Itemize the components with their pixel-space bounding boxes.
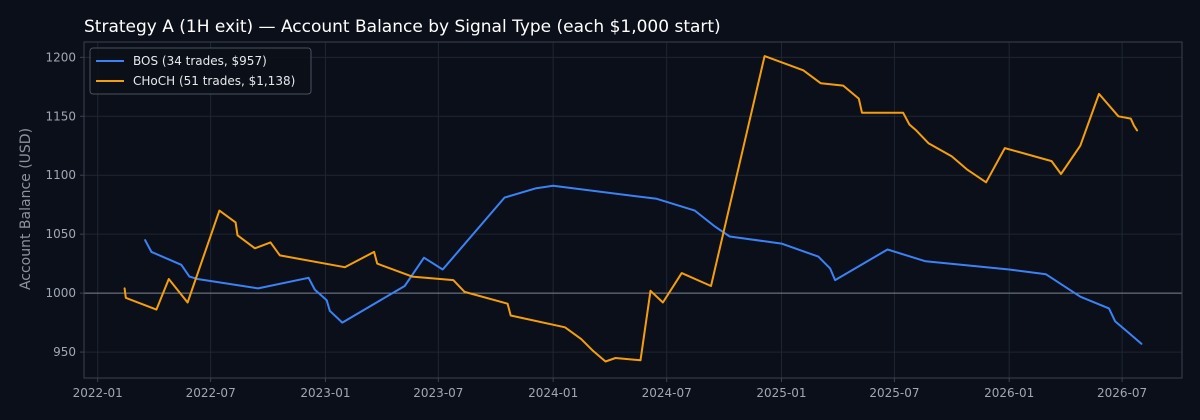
y-tick-label: 1050 (45, 227, 76, 241)
x-tick-label: 2023-01 (300, 386, 350, 400)
y-tick-label: 1150 (45, 109, 76, 123)
axes: 950 1000 1050 1100 1150 1200 2022-01 2022-07 202… (45, 41, 1183, 400)
x-tick-label: 2023-07 (413, 386, 463, 400)
y-tick-label: 1100 (45, 168, 76, 182)
y-tick-label: 950 (53, 345, 76, 359)
y-tick-label: 1200 (45, 50, 76, 64)
series-lines (123, 55, 1143, 363)
legend-label: CHoCH (51 trades, $1,138) (133, 74, 295, 88)
series-line-1 (123, 55, 1139, 363)
plot-frame (83, 41, 1183, 379)
x-tick-label: 2022-01 (73, 386, 123, 400)
x-tick-label: 2024-07 (642, 386, 692, 400)
y-tick-label: 1000 (45, 286, 76, 300)
legend: BOS (34 trades, $957) CHoCH (51 trades, $… (89, 47, 312, 95)
x-tick-label: 2026-01 (984, 386, 1034, 400)
series-line-0 (144, 184, 1143, 345)
x-tick-label: 2026-07 (1097, 386, 1147, 400)
chart-title: Strategy A (1H exit) — Account Balance b… (84, 17, 721, 37)
x-tick-label: 2025-01 (756, 386, 806, 400)
x-tick-label: 2025-07 (869, 386, 919, 400)
y-axis-label: Account Balance (USD) (18, 128, 34, 290)
x-tick-label: 2024-01 (528, 386, 578, 400)
legend-label: BOS (34 trades, $957) (133, 54, 267, 68)
legend-box (89, 47, 312, 95)
x-tick-label: 2022-07 (186, 386, 236, 400)
